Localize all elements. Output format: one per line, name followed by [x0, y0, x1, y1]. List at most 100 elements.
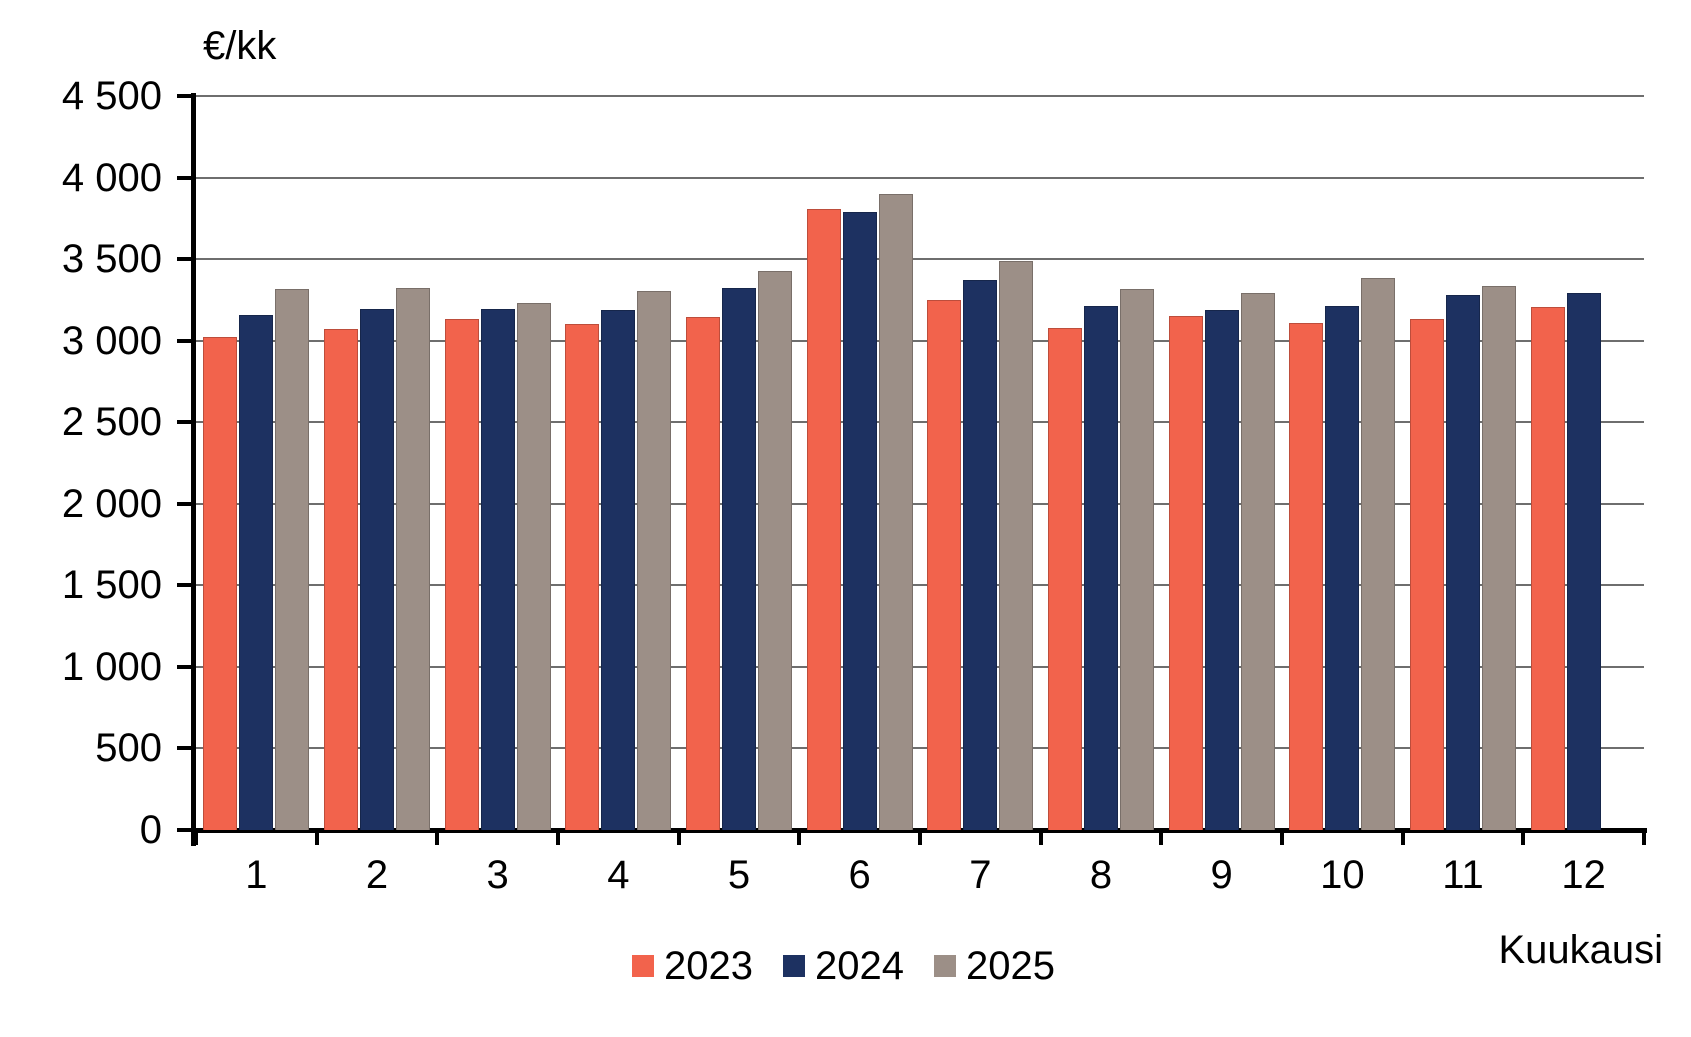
x-category-label-5: 5	[727, 853, 751, 897]
legend-label-2023: 2023	[664, 944, 753, 988]
x-tick-mark-1	[314, 830, 319, 845]
x-tick-mark-7	[1038, 830, 1043, 845]
gridline-3000	[196, 339, 1644, 342]
bar-2023-month-10	[1289, 322, 1324, 830]
y-tick-label-3000: 3 000	[61, 318, 162, 363]
legend-item-2025: 2025	[933, 944, 1055, 988]
x-category-label-6: 6	[848, 853, 871, 897]
x-category-label-8: 8	[1089, 853, 1113, 897]
y-tick-mark-3500	[177, 257, 192, 262]
y-tick-mark-2000	[177, 501, 192, 506]
y-tick-label-500: 500	[95, 726, 162, 771]
x-tick-mark-0	[194, 830, 198, 845]
bar-2024-month-11	[1446, 294, 1480, 830]
y-tick-label-0: 0	[139, 808, 162, 852]
bar-2023-month-8	[1048, 327, 1082, 830]
x-category-label-4: 4	[607, 853, 630, 897]
bar-2025-month-8	[1120, 289, 1154, 830]
x-category-label-11: 11	[1442, 853, 1484, 897]
bar-2023-month-9	[1168, 316, 1203, 830]
bar-2023-month-6	[806, 208, 841, 830]
bar-2023-month-12	[1530, 307, 1565, 830]
y-tick-mark-1000	[177, 664, 192, 669]
bar-2024-month-6	[842, 211, 877, 830]
bar-2025-month-4	[637, 290, 672, 830]
y-tick-mark-500	[177, 746, 192, 751]
legend-label-2025: 2025	[965, 944, 1055, 988]
bar-2025-month-2	[396, 287, 430, 830]
gridline-2500	[196, 421, 1644, 424]
bar-2025-month-7	[999, 260, 1034, 830]
bar-2024-month-12	[1566, 293, 1601, 830]
y-tick-mark-2500	[177, 420, 192, 425]
x-tick-mark-10	[1400, 830, 1405, 845]
y-tick-label-1000: 1 000	[61, 644, 162, 689]
x-tick-mark-11	[1521, 830, 1526, 845]
bar-2024-month-7	[963, 279, 998, 830]
gridline-500	[196, 747, 1644, 750]
bar-2023-month-4	[565, 323, 600, 830]
bar-2025-month-5	[758, 270, 792, 830]
bar-2025-month-1	[275, 289, 310, 830]
x-tick-mark-9	[1280, 830, 1284, 845]
bar-2024-month-5	[722, 288, 756, 830]
bar-2023-month-3	[444, 318, 479, 830]
x-tick-mark-4	[676, 830, 681, 845]
legend-swatch-2024-icon	[782, 955, 805, 977]
legend-label-2024: 2024	[814, 944, 904, 988]
x-tick-mark-12	[1642, 830, 1646, 845]
y-tick-label-2500: 2 500	[61, 400, 162, 445]
bar-2024-month-2	[360, 308, 394, 830]
plot-area	[196, 95, 1644, 830]
gridline-4000	[196, 176, 1644, 179]
x-tick-mark-6	[918, 830, 922, 845]
legend-swatch-2023-icon	[632, 955, 654, 977]
y-tick-mark-3000	[177, 338, 192, 343]
bar-2023-month-1	[203, 337, 238, 830]
legend: 2023 2024 2025	[632, 944, 1055, 988]
bar-2024-month-9	[1204, 310, 1239, 830]
x-category-label-9: 9	[1210, 853, 1233, 897]
x-category-label-3: 3	[486, 853, 509, 897]
bar-2023-month-2	[324, 329, 358, 830]
gridline-3500	[196, 258, 1644, 261]
legend-swatch-2025-icon	[933, 955, 956, 977]
bar-2024-month-3	[480, 308, 515, 830]
y-tick-mark-4500	[177, 94, 192, 98]
y-tick-mark-4000	[177, 175, 192, 180]
gridline-1000	[196, 665, 1644, 668]
x-axis-title: Kuukausi	[1498, 928, 1663, 972]
y-tick-mark-1500	[177, 583, 192, 588]
x-category-label-12: 12	[1561, 853, 1606, 897]
bar-2023-month-11	[1410, 319, 1444, 830]
y-tick-label-4500: 4 500	[61, 74, 162, 118]
gridline-4500	[196, 95, 1644, 97]
bar-2023-month-7	[927, 299, 962, 830]
bar-2025-month-11	[1482, 286, 1516, 830]
bar-2024-month-1	[239, 314, 274, 830]
x-tick-mark-5	[797, 830, 802, 845]
gridline-2000	[196, 502, 1644, 505]
y-tick-label-2000: 2 000	[61, 481, 162, 526]
y-tick-label-1500: 1 500	[61, 563, 162, 608]
x-tick-mark-3	[556, 830, 560, 845]
bar-2024-month-8	[1084, 305, 1118, 830]
bar-2025-month-3	[516, 303, 551, 830]
x-category-label-7: 7	[969, 853, 992, 897]
y-tick-mark-0	[177, 828, 192, 832]
bar-2024-month-4	[601, 309, 636, 830]
legend-item-2024: 2024	[782, 944, 904, 988]
bar-2025-month-10	[1361, 277, 1396, 830]
y-axis-line	[191, 93, 196, 846]
legend-item-2023: 2023	[632, 944, 753, 988]
bar-2025-month-9	[1240, 293, 1275, 830]
x-category-label-10: 10	[1320, 853, 1365, 897]
gridline-1500	[196, 584, 1644, 587]
bar-2025-month-6	[878, 193, 913, 830]
x-tick-mark-2	[435, 830, 440, 845]
x-tick-mark-8	[1159, 830, 1164, 845]
y-tick-label-4000: 4 000	[61, 155, 162, 200]
bar-2024-month-10	[1325, 305, 1360, 830]
y-axis-title: €/kk	[203, 24, 277, 68]
